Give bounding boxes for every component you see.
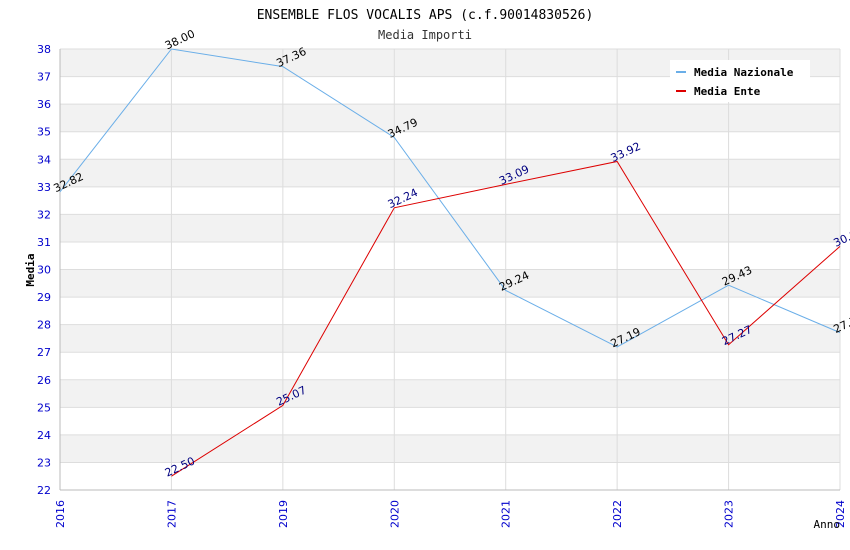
- x-tick-label: 2021: [500, 500, 513, 528]
- plot-background: [60, 49, 840, 463]
- y-tick-label: 32: [37, 208, 51, 221]
- y-tick-label: 28: [37, 319, 51, 332]
- y-tick-label: 30: [37, 264, 51, 277]
- data-label: 32.24: [386, 186, 420, 211]
- legend-box: [670, 60, 810, 102]
- y-axis-label: Media: [24, 253, 37, 286]
- plot-band: [60, 159, 840, 187]
- y-tick-label: 36: [37, 98, 51, 111]
- y-tick-label: 37: [37, 71, 51, 84]
- plot-band: [60, 269, 840, 298]
- x-tick-label: 2024: [834, 500, 847, 528]
- y-tick-label: 27: [37, 346, 51, 359]
- y-tick-labels: 22 23 24 25 26 27 28 29 30 31 32 33 34 35 36 37 38: [37, 43, 51, 497]
- chart-title: ENSEMBLE FLOS VOCALIS APS (c.f.900148305…: [257, 8, 594, 23]
- series-line-media-nazionale: [59, 48, 841, 348]
- x-tick-label: 2023: [723, 500, 736, 528]
- x-tick-label: 2017: [165, 500, 178, 528]
- y-tick-label: 33: [37, 181, 51, 194]
- x-tick-label: 2020: [388, 500, 401, 528]
- chart-subtitle: Media Importi: [378, 28, 472, 42]
- y-tick-label: 25: [37, 401, 51, 414]
- x-axis-label: Anno: [814, 518, 841, 531]
- y-tick-label: 38: [37, 43, 51, 56]
- series-line-media-ente: [171, 160, 841, 477]
- y-tick-label: 22: [37, 484, 51, 497]
- series-lines: [59, 48, 841, 477]
- plot-band: [60, 324, 840, 353]
- y-tick-label: 34: [37, 153, 51, 166]
- legend-label: Media Ente: [694, 85, 761, 98]
- y-tick-label: 31: [37, 236, 51, 249]
- y-tick-label: 29: [37, 291, 51, 304]
- data-label: 27.71: [831, 311, 850, 336]
- plot-band: [60, 104, 840, 132]
- y-tick-label: 23: [37, 456, 51, 469]
- y-tick-label: 26: [37, 374, 51, 387]
- x-tick-label: 2016: [54, 500, 67, 528]
- plot-band: [60, 214, 840, 242]
- x-tick-label: 2019: [277, 500, 290, 528]
- legend: Media Nazionale Media Ente: [670, 60, 810, 102]
- x-tick-labels: 2016 2017 2019 2020 2021 2022 2023 2024: [54, 500, 847, 528]
- axes: [59, 49, 840, 491]
- plot-band: [60, 434, 840, 463]
- y-tick-label: 24: [37, 429, 51, 442]
- plot-band: [60, 379, 840, 408]
- legend-label: Media Nazionale: [694, 66, 794, 79]
- x-tick-label: 2022: [611, 500, 624, 528]
- y-tick-label: 35: [37, 126, 51, 139]
- grid-lines: [59, 48, 841, 491]
